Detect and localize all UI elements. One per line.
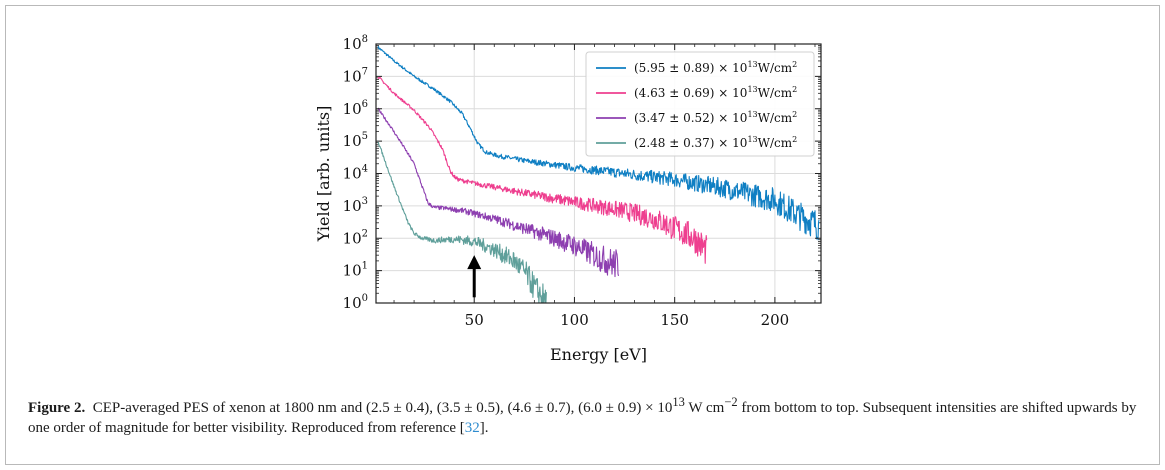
y-tick-label: 107 <box>343 66 368 85</box>
y-tick-exponent: 3 <box>362 196 368 207</box>
y-tick-label: 104 <box>343 164 368 183</box>
y-tick-exponent: 2 <box>362 228 368 239</box>
y-tick-label: 106 <box>343 99 368 118</box>
legend-entry-1: (4.63 ± 0.69) × 1013W/cm2 <box>634 85 797 100</box>
y-tick-exponent: 5 <box>362 131 368 142</box>
caption-text-2: from bottom to top. Subsequent intensiti… <box>28 400 1137 436</box>
x-axis-label: Energy [eV] <box>550 345 647 364</box>
annotation-arrow-head <box>467 255 482 270</box>
figure-frame: 50 100 150 200 100 101 102 103 104 105 106 107 108 En… <box>5 5 1160 465</box>
y-tick-exponent: 8 <box>362 34 368 45</box>
caption-unit: W cm <box>684 400 725 416</box>
y-tick-exponent: 0 <box>362 293 368 304</box>
x-tick-label: 50 <box>465 311 484 329</box>
legend-entry-3: (2.48 ± 0.37) × 1013W/cm2 <box>634 135 797 150</box>
y-tick-exponent: 7 <box>362 66 368 77</box>
y-tick-label: 102 <box>343 228 368 247</box>
legend-box <box>585 51 815 157</box>
caption-text: CEP-averaged PES of xenon at 1800 nm and… <box>92 400 673 416</box>
x-tick-label: 150 <box>660 311 689 329</box>
legend-entry-2: (3.47 ± 0.52) × 1013W/cm2 <box>634 110 797 125</box>
caption-unit-exponent: −2 <box>724 395 738 409</box>
y-tick-exponent: 6 <box>362 99 368 110</box>
x-tick-label: 200 <box>761 311 790 329</box>
y-tick-label: 103 <box>343 196 368 215</box>
series-line-2 <box>377 107 620 278</box>
y-tick-exponent: 1 <box>362 261 368 272</box>
y-tick-label: 108 <box>343 34 368 53</box>
y-tick-label: 105 <box>343 131 368 150</box>
y-axis-label: Yield [arb. units] <box>314 106 333 243</box>
y-tick-label: 100 <box>343 293 368 312</box>
caption-end: ]. <box>479 420 489 436</box>
series-line-3 <box>377 141 547 304</box>
chart: 50 100 150 200100101102103104105106107108En… <box>314 34 822 364</box>
series-line-1 <box>377 76 708 264</box>
y-tick-exponent: 4 <box>362 164 368 175</box>
x-tick-label: 100 <box>560 311 589 329</box>
caption-exponent: 13 <box>672 395 685 409</box>
figure-caption: Figure 2. CEP-averaged PES of xenon at 1… <box>28 392 1138 438</box>
caption-reference-link[interactable]: 32 <box>464 420 480 436</box>
legend-entry-0: (5.95 ± 0.89) × 1013W/cm2 <box>634 60 797 75</box>
caption-label: Figure 2. <box>28 400 86 416</box>
y-tick-label: 101 <box>343 261 368 280</box>
series-line-0 <box>377 45 820 241</box>
